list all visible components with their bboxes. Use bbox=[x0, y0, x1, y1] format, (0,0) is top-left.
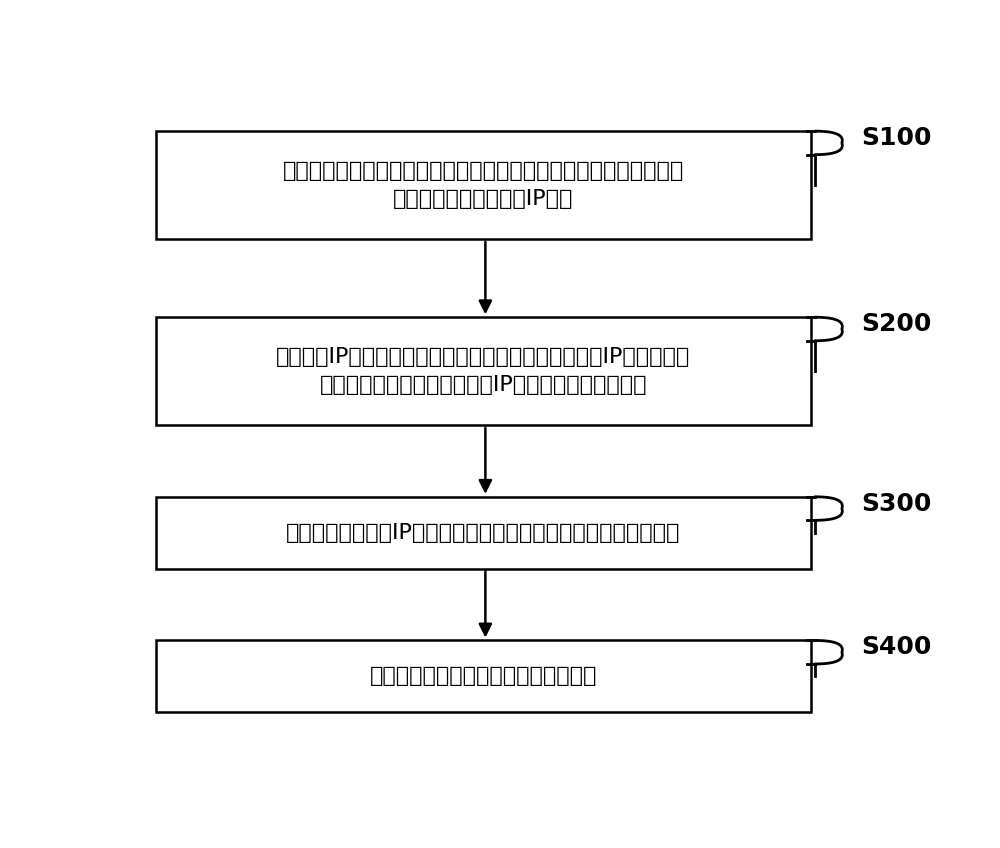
FancyBboxPatch shape bbox=[156, 640, 811, 712]
FancyBboxPatch shape bbox=[156, 497, 811, 569]
Text: 获取第一网络中的网络设备发往第二网络的数据报文，并获取数据报: 获取第一网络中的网络设备发往第二网络的数据报文，并获取数据报 bbox=[283, 161, 684, 181]
Text: 将转换后的数据报文发送到第二网络中: 将转换后的数据报文发送到第二网络中 bbox=[370, 667, 597, 686]
FancyBboxPatch shape bbox=[156, 317, 811, 425]
Text: S100: S100 bbox=[861, 126, 932, 150]
Text: 全局地址；其中，对于同一源IP地址，计算的方式相同: 全局地址；其中，对于同一源IP地址，计算的方式相同 bbox=[320, 375, 647, 395]
Text: S400: S400 bbox=[861, 635, 932, 659]
Text: S200: S200 bbox=[861, 312, 932, 336]
Text: 通过对源IP地址进行计算，确定出预设的地址池中与源IP地址对应的: 通过对源IP地址进行计算，确定出预设的地址池中与源IP地址对应的 bbox=[276, 348, 691, 367]
Text: 将数据报文中的源IP地址转换成全局地址，获得转换后的数据报文: 将数据报文中的源IP地址转换成全局地址，获得转换后的数据报文 bbox=[286, 522, 681, 543]
FancyBboxPatch shape bbox=[156, 131, 811, 239]
Text: S300: S300 bbox=[861, 492, 932, 516]
Text: 文携带的网络设备的源IP地址: 文携带的网络设备的源IP地址 bbox=[393, 189, 574, 209]
